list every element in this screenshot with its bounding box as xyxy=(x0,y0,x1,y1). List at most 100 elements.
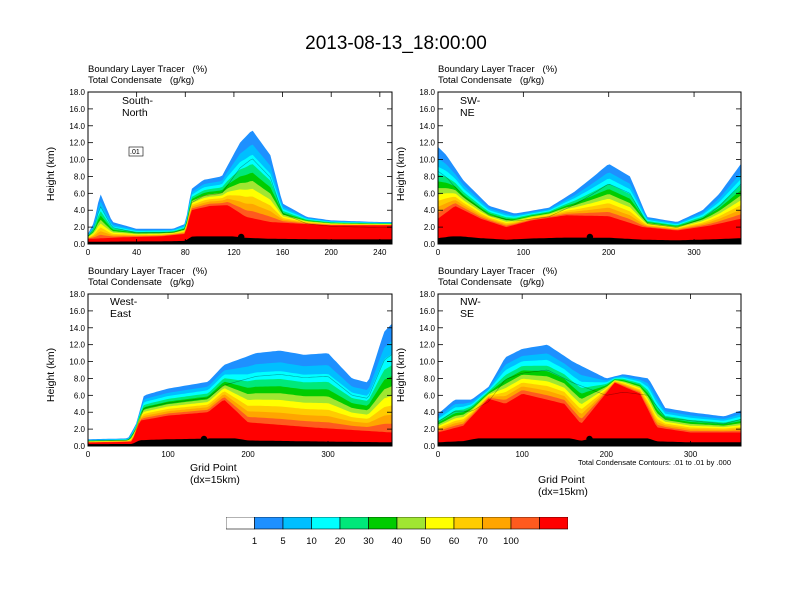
colorbar-swatch xyxy=(226,517,255,530)
header-line1: Boundary Layer Tracer (%) xyxy=(438,64,558,75)
y-tick-label: 4.0 xyxy=(74,206,86,215)
colorbar-swatch xyxy=(368,517,398,530)
x-tick-label: 300 xyxy=(684,450,698,459)
y-tick-label: 0.0 xyxy=(74,442,86,451)
tracer-field xyxy=(88,130,392,244)
x-axis-label: Grid Point (dx=15km) xyxy=(190,462,240,486)
y-tick-label: 2.0 xyxy=(424,425,436,434)
colorbar-swatch xyxy=(339,517,369,530)
plot-frame xyxy=(437,293,742,447)
colorbar-tick-label: 1 xyxy=(251,536,258,547)
colorbar-swatch xyxy=(282,517,312,530)
y-tick-label: 16.0 xyxy=(69,307,85,316)
colorbar-tick-label: 30 xyxy=(363,536,374,547)
contour-label-box xyxy=(128,146,144,157)
x-tick-label: 120 xyxy=(227,248,241,257)
x-axis-label: Grid Point (dx=15km) xyxy=(538,474,588,498)
y-tick-label: 2.0 xyxy=(424,223,436,232)
x-tick-label: 100 xyxy=(515,450,529,459)
cross-section-label: South-North xyxy=(122,95,153,119)
x-tick-label: 40 xyxy=(132,248,141,257)
y-tick-label: 12.0 xyxy=(69,139,85,148)
terrain xyxy=(438,236,741,244)
y-tick-label: 10.0 xyxy=(419,358,435,367)
plot-frame xyxy=(87,91,393,245)
y-tick-label: 8.0 xyxy=(424,172,436,181)
colorbar-tick-label: 10 xyxy=(306,536,317,547)
y-tick-label: 14.0 xyxy=(419,324,435,333)
colorbar-swatch xyxy=(453,517,483,530)
y-tick-label: 18.0 xyxy=(419,290,435,299)
colorbar-swatch xyxy=(482,517,512,530)
page-title: 2013-08-13_18:00:00 xyxy=(305,33,487,54)
y-tick-label: 6.0 xyxy=(424,391,436,400)
header-line2: Total Condensate (g/kg) xyxy=(88,75,195,86)
location-marker xyxy=(586,435,593,443)
panel-header-west-east: Boundary Layer Tracer (%) Total Condensa… xyxy=(88,266,207,288)
y-tick-label: 18.0 xyxy=(69,290,85,299)
x-tick-label: 100 xyxy=(517,248,531,257)
condensate-contour xyxy=(438,369,741,425)
x-tick-label: 100 xyxy=(161,450,175,459)
condensate-contour xyxy=(88,158,392,237)
condensate-contour xyxy=(88,353,392,442)
y-tick-label: 12.0 xyxy=(69,341,85,350)
header-line2: Total Condensate (g/kg) xyxy=(438,277,545,288)
colorbar-swatch xyxy=(396,517,426,530)
location-marker xyxy=(238,233,245,241)
x-tick-label: 200 xyxy=(241,450,255,459)
y-tick-label: 4.0 xyxy=(74,408,86,417)
y-tick-label: 14.0 xyxy=(69,324,85,333)
panel-header-south-north: Boundary Layer Tracer (%) Total Condensa… xyxy=(88,64,207,86)
y-tick-label: 8.0 xyxy=(74,172,86,181)
x-tick-label: 200 xyxy=(325,248,339,257)
x-tick-label: 0 xyxy=(86,450,91,459)
colorbar-swatch xyxy=(425,517,455,530)
colorbar-tick-label: 100 xyxy=(503,536,519,547)
cross-section-plot: 0.0 2.0 4.0 6.0 8.0 10.0 12.0 14.0 16.0 18.0 0 100 2… xyxy=(419,290,742,459)
x-tick-label: 200 xyxy=(600,450,614,459)
y-tick-label: 18.0 xyxy=(69,88,85,97)
header-line2: Total Condensate (g/kg) xyxy=(438,75,545,86)
x-tick-label: 0 xyxy=(436,248,441,257)
x-tick-label: 200 xyxy=(602,248,616,257)
location-marker xyxy=(200,435,208,443)
colorbar-tick-label: 70 xyxy=(477,536,488,547)
y-tick-label: 12.0 xyxy=(419,341,435,350)
x-tick-label: 80 xyxy=(181,248,190,257)
tracer-field xyxy=(438,146,741,244)
y-tick-label: 4.0 xyxy=(424,408,436,417)
y-tick-label: 16.0 xyxy=(69,105,85,114)
contour-note: Total Condensate Contours: .01 to .01 by… xyxy=(578,458,732,467)
y-tick-label: 0.0 xyxy=(424,442,436,451)
y-tick-label: 0.0 xyxy=(424,240,436,249)
cross-section-plot: 0.0 2.0 4.0 6.0 8.0 10.0 12.0 14.0 16.0 18.0 0 40 80… xyxy=(69,88,393,257)
y-tick-label: 8.0 xyxy=(74,374,86,383)
header-line1: Boundary Layer Tracer (%) xyxy=(438,266,558,277)
colorbar xyxy=(226,517,568,530)
cross-section-label: NW-SE xyxy=(460,296,481,320)
tracer-band xyxy=(438,382,741,446)
y-tick-label: 18.0 xyxy=(419,88,435,97)
panel-header-nw-se: Boundary Layer Tracer (%) Total Condensa… xyxy=(438,266,557,288)
y-tick-label: 2.0 xyxy=(74,425,86,434)
y-tick-label: 12.0 xyxy=(419,139,435,148)
y-tick-label: 14.0 xyxy=(69,122,85,131)
y-tick-label: 14.0 xyxy=(419,122,435,131)
y-tick-label: 6.0 xyxy=(74,189,86,198)
colorbar-swatch xyxy=(539,517,568,530)
cross-section-plot: 0.0 2.0 4.0 6.0 8.0 10.0 12.0 14.0 16.0 18.0 0 100 2… xyxy=(69,290,393,459)
y-tick-label: 6.0 xyxy=(424,189,436,198)
x-tick-label: 0 xyxy=(86,248,91,257)
x-tick-label: 300 xyxy=(687,248,701,257)
tracer-field xyxy=(88,323,392,446)
y-tick-label: 6.0 xyxy=(74,391,86,400)
header-line1: Boundary Layer Tracer (%) xyxy=(88,266,208,277)
plot-frame xyxy=(437,91,742,245)
cross-section-label: West-East xyxy=(110,296,138,320)
x-tick-label: 0 xyxy=(436,450,441,459)
contour-inline-label: .01 xyxy=(130,149,140,156)
y-tick-label: 4.0 xyxy=(424,206,436,215)
colorbar-swatch xyxy=(311,517,341,530)
colorbar-swatch xyxy=(510,517,540,530)
